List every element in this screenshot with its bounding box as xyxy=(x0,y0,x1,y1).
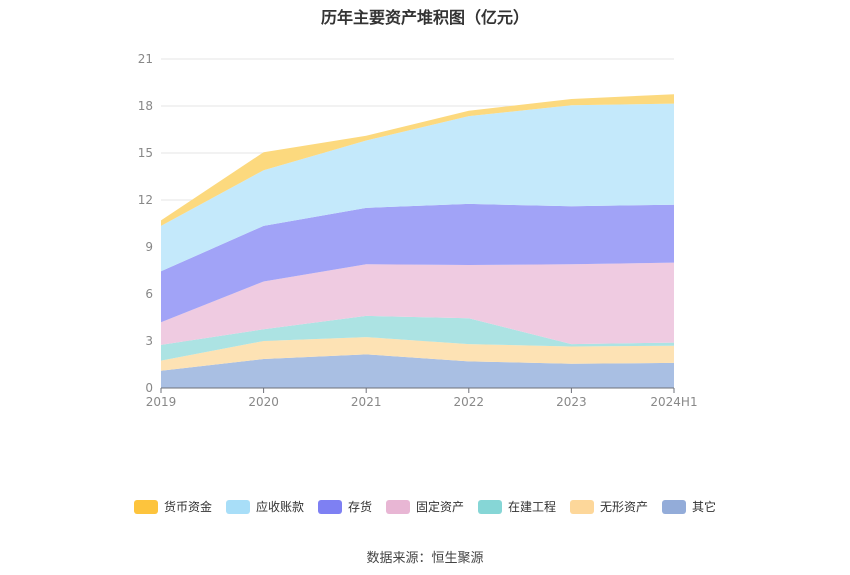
area-series xyxy=(161,94,674,388)
legend: 货币资金 应收账款 存货 固定资产 在建工程 无形资产 其它 xyxy=(0,498,850,515)
legend-item[interactable]: 货币资金 xyxy=(133,498,212,515)
legend-label: 存货 xyxy=(347,500,372,514)
y-tick-label: 15 xyxy=(138,146,153,160)
area-series-在建工程 xyxy=(161,315,674,361)
legend-label: 货币资金 xyxy=(163,500,212,514)
legend-label: 其它 xyxy=(692,500,717,514)
legend-item[interactable]: 存货 xyxy=(317,498,372,515)
y-tick-label: 9 xyxy=(145,240,153,254)
legend-label: 在建工程 xyxy=(508,500,557,514)
y-tick-label: 0 xyxy=(145,381,153,395)
axes: 0 3 6 9 12 15 18 21 2019 2020 2021 2022 2023 2024H1 xyxy=(138,52,698,409)
area-series-货币资金 xyxy=(161,94,674,226)
legend-label: 无形资产 xyxy=(600,500,649,514)
chart-title: 历年主要资产堆积图（亿元） xyxy=(320,8,529,27)
area-series-固定资产 xyxy=(161,262,674,345)
area-series-无形资产 xyxy=(161,337,674,371)
legend-item[interactable]: 无形资产 xyxy=(570,498,648,515)
legend-swatch xyxy=(317,499,342,514)
legend-item[interactable]: 固定资产 xyxy=(385,498,464,515)
legend-swatch xyxy=(662,499,687,514)
legend-swatch xyxy=(225,499,250,514)
legend-swatch xyxy=(133,499,158,514)
area-series-其它 xyxy=(161,354,674,388)
y-tick-label: 21 xyxy=(138,52,153,66)
y-tick-label: 12 xyxy=(138,193,153,207)
x-tick-label: 2022 xyxy=(454,395,485,409)
x-tick-label: 2021 xyxy=(351,395,382,409)
legend-swatch xyxy=(385,499,410,514)
legend-item[interactable]: 在建工程 xyxy=(478,498,556,515)
legend-item[interactable]: 应收账款 xyxy=(225,498,304,515)
y-tick-label: 18 xyxy=(138,99,153,113)
x-tick-label: 2019 xyxy=(146,395,177,409)
x-tick-label: 2024H1 xyxy=(650,395,697,409)
legend-swatch xyxy=(570,499,595,514)
data-source: 数据来源：恒生聚源 xyxy=(366,551,484,566)
area-series-应收账款 xyxy=(161,103,674,272)
area-series-存货 xyxy=(161,203,674,323)
y-tick-label: 6 xyxy=(145,287,153,301)
y-tick-label: 3 xyxy=(145,334,153,348)
legend-swatch xyxy=(478,499,502,514)
legend-item[interactable]: 其它 xyxy=(662,498,716,515)
legend-label: 应收账款 xyxy=(255,500,304,514)
x-tick-label: 2023 xyxy=(556,395,587,409)
x-tick-label: 2020 xyxy=(248,395,279,409)
legend-label: 固定资产 xyxy=(415,500,464,514)
